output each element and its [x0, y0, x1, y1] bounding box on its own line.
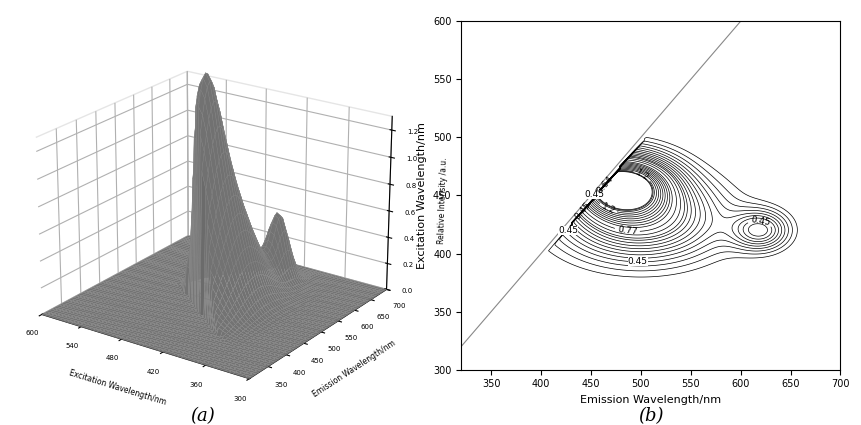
Text: 0.77: 0.77 [616, 225, 637, 237]
Text: (b): (b) [637, 407, 663, 425]
Text: 1.2: 1.2 [633, 168, 650, 183]
Text: (a): (a) [190, 407, 214, 425]
X-axis label: Emission Wavelength/nm: Emission Wavelength/nm [579, 395, 721, 405]
Text: 0.45: 0.45 [573, 200, 592, 221]
Y-axis label: Excitation Wavelength/nm: Excitation Wavelength/nm [417, 122, 427, 269]
Text: 0.45: 0.45 [583, 190, 604, 199]
Text: 1.2: 1.2 [599, 201, 616, 216]
Text: 0.45: 0.45 [557, 226, 577, 235]
Text: 0.45: 0.45 [749, 215, 770, 227]
Text: 0.45: 0.45 [627, 257, 647, 266]
Text: 0.64: 0.64 [594, 174, 614, 196]
X-axis label: Excitation Wavelength/nm: Excitation Wavelength/nm [68, 368, 167, 407]
Y-axis label: Emission Wavelength/nm: Emission Wavelength/nm [311, 339, 397, 400]
